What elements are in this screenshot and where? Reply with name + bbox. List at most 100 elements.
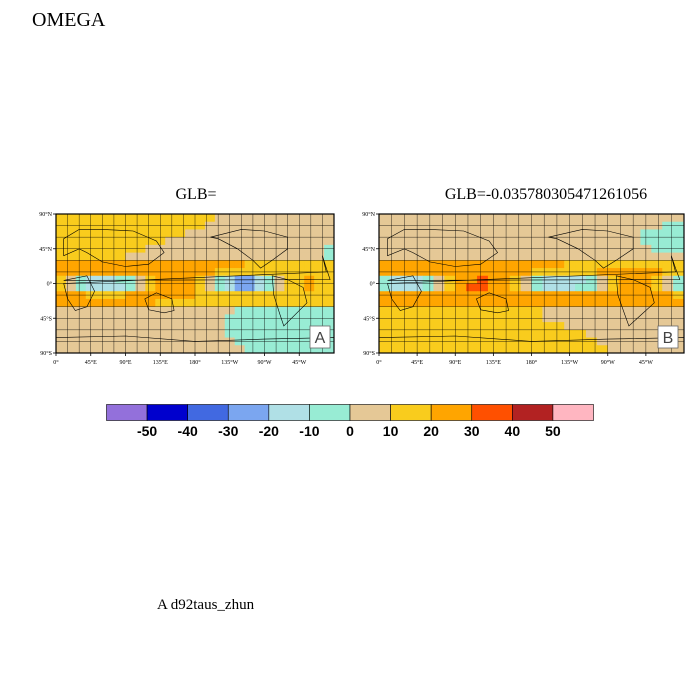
panel-a-field-cell (115, 260, 126, 269)
panel-b-field-cell (379, 221, 391, 230)
panel-b-field-cell (575, 345, 587, 354)
panel-a-field-cell (125, 229, 136, 238)
panel-b-field-cell (477, 291, 489, 300)
colorbar-box (390, 404, 432, 421)
panel-b-field-cell (422, 283, 434, 292)
panel-b-field-cell (411, 252, 423, 261)
panel-b-lon-tick-label: 90°E (449, 359, 461, 366)
panel-a-field-cell (204, 291, 216, 300)
panel-a-field-cell (165, 229, 176, 238)
panel-a-field-cell (234, 237, 246, 246)
panel-a-field-cell (284, 298, 295, 308)
panel-b-field-cell (640, 260, 652, 269)
panel-b-field-cell (553, 252, 565, 261)
panel-a-field-cell (105, 283, 116, 292)
panel-b-field-cell (662, 237, 674, 246)
panel-a-field-cell (224, 221, 236, 230)
panel-b-field-cell (596, 345, 609, 354)
panel-b-field-cell (487, 214, 500, 223)
panel-a-field-cell (214, 260, 226, 269)
panel-a-field-cell (264, 306, 275, 315)
panel-a-field-cell (125, 314, 136, 323)
panel-a-field-cell (214, 345, 226, 354)
panel-b-field-cell (651, 306, 663, 315)
panel-a-field-cell (115, 252, 126, 261)
panel-a-field-cell (264, 291, 275, 300)
panel-b-field-cell (466, 237, 478, 246)
panel-b-field-cell (607, 221, 620, 230)
panel-b-field-cell (575, 260, 587, 269)
colorbar-box (512, 404, 554, 421)
panel-b-field-cell (466, 214, 478, 223)
panel-a-field-cell (224, 214, 236, 223)
panel-b-field-cell (618, 229, 630, 238)
panel-b-field-cell (400, 345, 413, 354)
panel-b-field-cell (585, 214, 598, 223)
panel-b-field-cell (509, 229, 522, 238)
panel-b-field-cell (389, 322, 402, 331)
panel-b-field-cell (542, 298, 554, 308)
panel-b-field-cell (444, 314, 456, 323)
panel-b-field-cell (607, 283, 620, 292)
panel-a-field-cell (284, 322, 295, 331)
panel-a-field-cell (125, 252, 136, 261)
panel-a-field-cell (314, 260, 325, 269)
panel-a-field-cell (195, 237, 206, 246)
panel-b-field-cell (411, 291, 423, 300)
panel-a-field-cell (185, 322, 196, 331)
panel-a-field-cell (294, 283, 305, 292)
panel-b-field-cell (618, 291, 630, 300)
colorbar-boxes (106, 404, 594, 421)
panel-a-field-cell (56, 275, 67, 284)
panel-a-field-cell (314, 252, 325, 261)
panel-a-field-cell (214, 252, 226, 261)
panel-b-field-cell (477, 329, 489, 338)
panel-a-field-cell (185, 298, 196, 308)
panel-b-field-cell (596, 229, 609, 238)
panel-b-field-cell (531, 229, 543, 238)
panel-b-field-cell (487, 298, 500, 308)
panel-a-field-cell (244, 314, 255, 323)
panel-a-field-cell (224, 345, 236, 354)
panel-a-field-cell (185, 252, 196, 261)
panel-a-field-cell (224, 329, 236, 338)
panel-b-field-cell (640, 306, 652, 315)
panel-b-field-cell (662, 314, 674, 323)
panel-b-field-cell (564, 237, 576, 246)
panel-a-field-cell (254, 260, 265, 269)
panel-a-field-cell (254, 283, 265, 292)
colorbar-box (430, 404, 473, 421)
panel-a-field-cell (294, 314, 305, 323)
panel-b-field-cell (498, 229, 511, 238)
panel-b-field-cell (509, 314, 522, 323)
panel-b-field-cell (607, 345, 620, 354)
panel-a-field-cell (175, 314, 186, 323)
panel-a-field-cell (135, 260, 146, 269)
panel-a-field-cell (244, 237, 255, 246)
panel-b-field-cell (542, 329, 554, 338)
panel-a-lat-tick-label: 90°N (39, 211, 52, 218)
panel-b-field-cell (433, 214, 445, 223)
panel-a-field-cell (294, 221, 305, 230)
panel-a-field-cell (65, 345, 77, 354)
panel-b-field-cell (607, 298, 620, 308)
panel-a-field-cell (115, 291, 126, 300)
panel-b-lon-tick-label: 135°E (486, 359, 501, 366)
panel-b-field-cell (498, 221, 511, 230)
colorbar-label: -20 (259, 423, 279, 439)
panel-a-field-cell (254, 329, 265, 338)
panel-a-field-cell (145, 329, 156, 338)
panel-b-field-cell (379, 298, 391, 308)
panel-b-field-cell (498, 214, 511, 223)
panel-b-field-cell (575, 314, 587, 323)
panel-a-field-cell (145, 345, 156, 354)
panel-a-field-cell (165, 252, 176, 261)
panel-a-field-cell (204, 329, 216, 338)
panel-a-field-cell (175, 252, 186, 261)
panel-a-field-cell (115, 229, 126, 238)
panel-b-field-cell (585, 237, 598, 246)
panel-a-field-cell (115, 221, 126, 230)
panel-b-field-cell (542, 252, 554, 261)
panel-a-field-cell (125, 291, 136, 300)
panel-a-lat-tick-label: 90°S (40, 350, 52, 357)
